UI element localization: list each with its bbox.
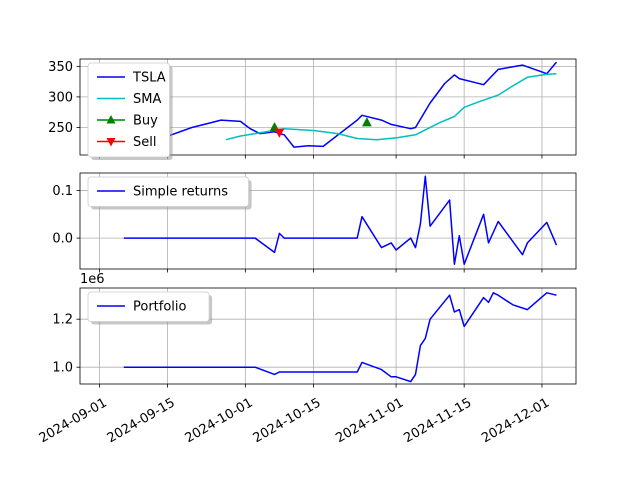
legend-label-sell: Sell xyxy=(133,135,156,150)
x-tick-label: 2024-10-15 xyxy=(251,395,324,446)
y-tick-label: 350 xyxy=(48,60,73,75)
legend-label-simple-returns: Simple returns xyxy=(133,185,228,200)
series-line-tsla xyxy=(123,61,558,153)
y-tick-label: 250 xyxy=(48,121,73,136)
legend: Simple returns xyxy=(87,176,252,210)
x-tick-label: 2024-12-01 xyxy=(479,395,552,446)
legend-label-portfolio: Portfolio xyxy=(133,300,187,315)
y-offset-label: 1e6 xyxy=(80,272,105,287)
buy-marker xyxy=(361,117,372,127)
x-tick-label: 2024-11-15 xyxy=(401,395,474,446)
x-tick-label: 2024-09-15 xyxy=(105,395,178,446)
legend-marker-buy xyxy=(106,115,116,124)
y-tick-label: 0.1 xyxy=(52,184,73,199)
legend-label-sma: SMA xyxy=(133,92,161,107)
series-line-simple-returns xyxy=(123,175,558,265)
legend: TSLA SMA Buy Sell xyxy=(87,62,173,160)
legend-box xyxy=(87,62,170,158)
y-tick-label: 1.2 xyxy=(52,313,73,328)
y-tick-label: 300 xyxy=(48,90,73,105)
y-tick-label: 0.0 xyxy=(52,232,73,247)
plot-area xyxy=(123,175,558,265)
x-tick-label: 2024-10-01 xyxy=(183,395,256,446)
sell-marker xyxy=(274,128,285,138)
axes-frame xyxy=(79,58,577,156)
legend: Portfolio xyxy=(87,291,213,325)
x-tick-label: 2024-09-01 xyxy=(37,395,110,446)
legend-label-buy: Buy xyxy=(133,114,158,129)
plot-area xyxy=(123,61,558,153)
plot-area xyxy=(123,292,557,383)
panel-3: 1.0 1.2 1e6 Portfolio xyxy=(52,272,577,388)
legend-box xyxy=(87,291,210,322)
axes-frame xyxy=(79,172,577,270)
panel-1: 250 300 350 TSLA SMA Buy Sell xyxy=(48,58,577,160)
legend-box xyxy=(87,176,250,207)
legend-marker-sell xyxy=(106,138,116,147)
x-tick-label: 2024-11-01 xyxy=(333,395,406,446)
panel-2: 0.0 0.1 Simple returns xyxy=(52,172,577,273)
axes-frame xyxy=(79,287,577,385)
y-tick-label: 1.0 xyxy=(52,361,73,376)
legend-label-tsla: TSLA xyxy=(132,71,166,86)
series-line-portfolio xyxy=(123,292,557,383)
